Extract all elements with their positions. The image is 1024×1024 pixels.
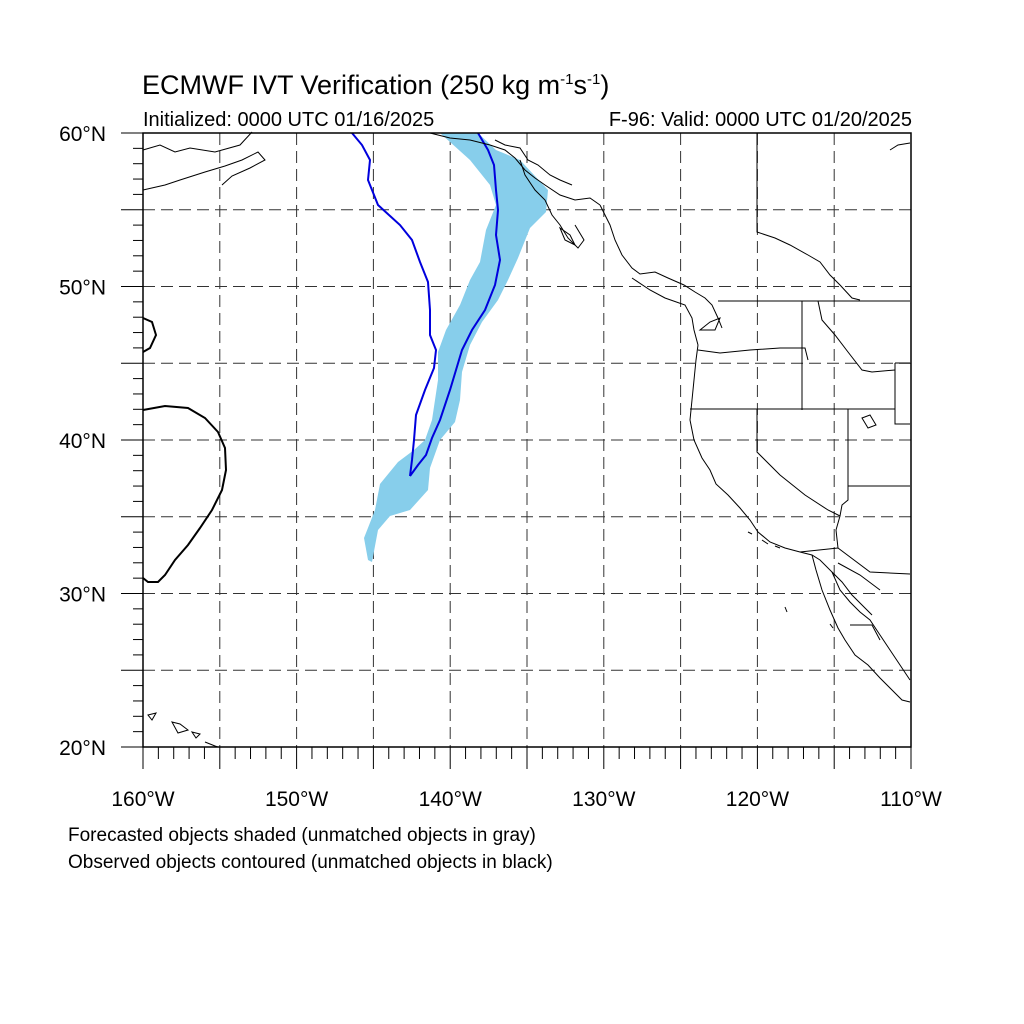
observed-legend-note: Observed objects contoured (unmatched ob… — [68, 852, 553, 873]
longitude-label: 110°W — [880, 788, 942, 811]
valid-time: F-96: Valid: 0000 UTC 01/20/2025 — [608, 109, 912, 131]
forecast-object-shading — [364, 133, 548, 562]
observed-object-contour-west — [351, 132, 438, 477]
forecast-legend-note: Forecasted objects shaded (unmatched obj… — [68, 825, 536, 846]
latitude-labels: 20°N 30°N 40°N 50°N 60°N — [59, 123, 106, 760]
longitude-label: 140°W — [419, 788, 482, 811]
longitude-label: 160°W — [111, 788, 174, 811]
longitude-label: 120°W — [726, 788, 789, 811]
latitude-label: 20°N — [59, 737, 106, 760]
latitude-label: 30°N — [59, 584, 106, 607]
latitude-label: 40°N — [59, 430, 106, 453]
political-boundaries — [690, 133, 911, 641]
latitude-label: 50°N — [59, 277, 106, 300]
longitude-label: 130°W — [572, 788, 635, 811]
latitude-label: 60°N — [59, 123, 106, 146]
unmatched-observed-object-left-top — [142, 317, 158, 353]
longitude-label: 150°W — [265, 788, 328, 811]
axis-ticks — [121, 132, 912, 769]
observed-object-contour-east — [409, 132, 502, 477]
longitude-labels: 160°W 150°W 140°W 130°W 120°W 110°W — [111, 788, 942, 811]
unmatched-observed-object-left — [142, 404, 228, 583]
plot-title: ECMWF IVT Verification (250 kg m-1s-1) — [142, 70, 610, 100]
initialized-time: Initialized: 0000 UTC 01/16/2025 — [143, 109, 435, 131]
coastlines — [142, 131, 911, 748]
